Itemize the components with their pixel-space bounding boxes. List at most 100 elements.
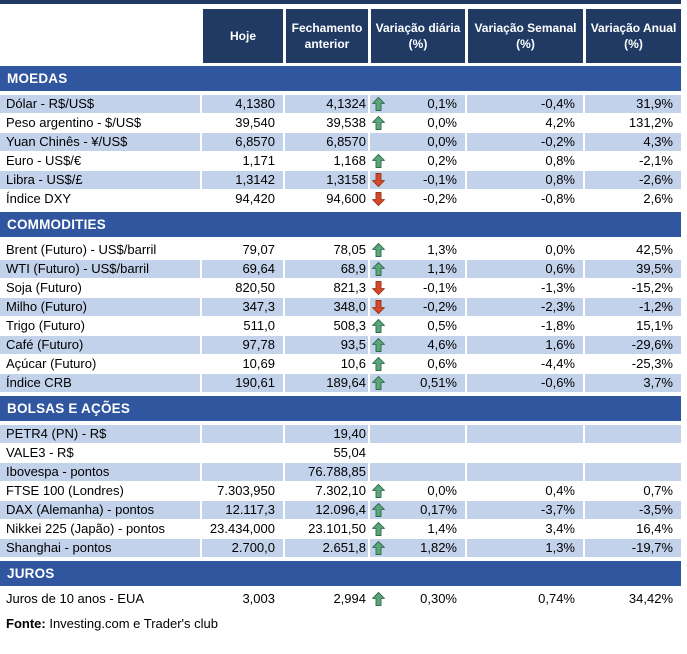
value-hoje: 6,8570 bbox=[200, 133, 283, 151]
no-trend-icon bbox=[372, 134, 387, 150]
value-variacao-diaria: 0,2% bbox=[427, 153, 457, 168]
row-label: Ibovespa - pontos bbox=[0, 463, 200, 481]
value-variacao-diaria: 0,6% bbox=[427, 356, 457, 371]
cell-variacao-diaria: 0,1% bbox=[368, 95, 465, 113]
cell-variacao-diaria: 0,2% bbox=[368, 152, 465, 170]
value-variacao-diaria: -0,2% bbox=[423, 191, 457, 206]
up-arrow-icon bbox=[372, 318, 387, 334]
value-variacao-anual: -1,2% bbox=[583, 298, 681, 316]
table-row: DAX (Alemanha) - pontos 12.117,3 12.096,4 0… bbox=[0, 501, 687, 520]
value-variacao-diaria: -0,1% bbox=[423, 280, 457, 295]
up-arrow-icon bbox=[372, 115, 387, 131]
value-hoje: 2.700,0 bbox=[200, 539, 283, 557]
row-label: Libra - US$/£ bbox=[0, 171, 200, 189]
value-variacao-diaria: 0,30% bbox=[420, 591, 457, 606]
value-variacao-anual: 31,9% bbox=[583, 95, 681, 113]
cell-variacao-diaria: 1,3% bbox=[368, 241, 465, 259]
cell-variacao-diaria: 0,0% bbox=[368, 114, 465, 132]
value-variacao-anual: -29,6% bbox=[583, 336, 681, 354]
value-fechamento-anterior: 6,8570 bbox=[283, 133, 368, 151]
value-fechamento-anterior: 7.302,10 bbox=[283, 482, 368, 500]
down-arrow-icon bbox=[372, 280, 387, 296]
value-variacao-diaria: 0,1% bbox=[427, 96, 457, 111]
value-fechamento-anterior: 94,600 bbox=[283, 190, 368, 208]
table-row: Euro - US$/€ 1,171 1,168 0,2% 0,8% -2,1% bbox=[0, 152, 687, 171]
section-header-bolsas-e-a-es: BOLSAS E AÇÕES bbox=[0, 396, 681, 421]
value-hoje: 39,540 bbox=[200, 114, 283, 132]
value-hoje: 3,003 bbox=[200, 590, 283, 608]
value-variacao-semanal: -1,3% bbox=[465, 279, 583, 297]
value-variacao-semanal bbox=[465, 463, 583, 481]
up-arrow-icon bbox=[372, 591, 387, 607]
cell-variacao-diaria: 0,0% bbox=[368, 133, 465, 151]
table-row: Soja (Futuro) 820,50 821,3 -0,1% -1,3% -15,2% bbox=[0, 279, 687, 298]
table-row: Yuan Chinês - ¥/US$ 6,8570 6,8570 0,0% -0,2%… bbox=[0, 133, 687, 152]
table-row: WTI (Futuro) - US$/barril 69,64 68,9 1,1% 0,… bbox=[0, 260, 687, 279]
cell-variacao-diaria: 0,17% bbox=[368, 501, 465, 519]
value-variacao-semanal: 0,8% bbox=[465, 171, 583, 189]
value-variacao-diaria: 1,82% bbox=[420, 540, 457, 555]
value-variacao-diaria: 0,17% bbox=[420, 502, 457, 517]
cell-variacao-diaria: -0,2% bbox=[368, 298, 465, 316]
down-arrow-icon bbox=[372, 172, 387, 188]
value-variacao-anual: 3,7% bbox=[583, 374, 681, 392]
section-header-juros: JUROS bbox=[0, 561, 681, 586]
value-fechamento-anterior: 76.788,85 bbox=[283, 463, 368, 481]
value-fechamento-anterior: 2.651,8 bbox=[283, 539, 368, 557]
cell-variacao-diaria: 0,5% bbox=[368, 317, 465, 335]
value-variacao-anual: -19,7% bbox=[583, 539, 681, 557]
source-label: Fonte: bbox=[6, 616, 46, 631]
value-fechamento-anterior: 2,994 bbox=[283, 590, 368, 608]
value-variacao-anual bbox=[583, 463, 681, 481]
cell-variacao-diaria bbox=[368, 425, 465, 443]
value-fechamento-anterior: 93,5 bbox=[283, 336, 368, 354]
value-variacao-semanal: -2,3% bbox=[465, 298, 583, 316]
table-row: Café (Futuro) 97,78 93,5 4,6% 1,6% -29,6% bbox=[0, 336, 687, 355]
up-arrow-icon bbox=[372, 502, 387, 518]
value-fechamento-anterior: 12.096,4 bbox=[283, 501, 368, 519]
row-label: Shanghai - pontos bbox=[0, 539, 200, 557]
value-variacao-semanal: 4,2% bbox=[465, 114, 583, 132]
value-fechamento-anterior: 10,6 bbox=[283, 355, 368, 373]
value-hoje bbox=[200, 463, 283, 481]
table-row: Peso argentino - $/US$ 39,540 39,538 0,0% 4,… bbox=[0, 114, 687, 133]
value-variacao-anual: 131,2% bbox=[583, 114, 681, 132]
value-variacao-diaria: 1,4% bbox=[427, 521, 457, 536]
value-variacao-semanal: -0,2% bbox=[465, 133, 583, 151]
value-variacao-semanal: 3,4% bbox=[465, 520, 583, 538]
up-arrow-icon bbox=[372, 521, 387, 537]
value-hoje: 69,64 bbox=[200, 260, 283, 278]
value-hoje: 511,0 bbox=[200, 317, 283, 335]
up-arrow-icon bbox=[372, 153, 387, 169]
row-label: Euro - US$/€ bbox=[6, 153, 82, 168]
table-row: Libra - US$/£ 1,3142 1,3158 -0,1% 0,8% -2,6% bbox=[0, 171, 687, 190]
value-hoje: 1,171 bbox=[200, 152, 283, 170]
value-hoje bbox=[200, 444, 283, 462]
down-arrow-icon bbox=[372, 191, 387, 207]
row-label: Açúcar (Futuro) bbox=[6, 356, 97, 371]
value-variacao-anual: 42,5% bbox=[583, 241, 681, 259]
up-arrow-icon bbox=[372, 96, 387, 112]
top-border-rule bbox=[0, 0, 681, 4]
cell-variacao-diaria bbox=[368, 463, 465, 481]
value-variacao-semanal: -3,7% bbox=[465, 501, 583, 519]
column-header-1: Hoje bbox=[200, 9, 283, 63]
value-variacao-semanal: 0,0% bbox=[465, 241, 583, 259]
value-variacao-diaria: 1,3% bbox=[427, 242, 457, 257]
value-variacao-semanal: 0,4% bbox=[465, 482, 583, 500]
value-variacao-diaria: 0,0% bbox=[427, 483, 457, 498]
cell-variacao-diaria: -0,1% bbox=[368, 279, 465, 297]
value-variacao-diaria: 0,5% bbox=[427, 318, 457, 333]
value-fechamento-anterior: 39,538 bbox=[283, 114, 368, 132]
up-arrow-icon bbox=[372, 356, 387, 372]
table-row: PETR4 (PN) - R$ 19,40 bbox=[0, 425, 687, 444]
row-label: Yuan Chinês - ¥/US$ bbox=[0, 133, 200, 151]
value-variacao-semanal: -0,4% bbox=[465, 95, 583, 113]
value-hoje: 7.303,950 bbox=[200, 482, 283, 500]
column-header-3: Variação diária (%) bbox=[368, 9, 465, 63]
section-header-moedas: MOEDAS bbox=[0, 66, 681, 91]
value-variacao-semanal: -1,8% bbox=[465, 317, 583, 335]
table-row: VALE3 - R$ 55,04 bbox=[0, 444, 687, 463]
value-variacao-anual: 34,42% bbox=[583, 590, 681, 608]
value-variacao-semanal: -0,8% bbox=[465, 190, 583, 208]
